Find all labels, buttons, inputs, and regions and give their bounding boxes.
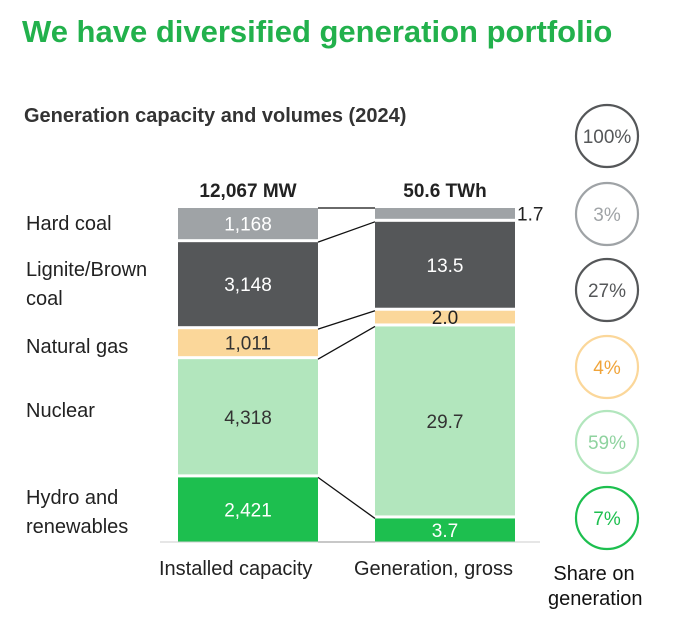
- share-label-0: 100%: [583, 127, 632, 148]
- bar-segment-hard-coal-generation: [375, 208, 515, 219]
- share-label-1: 3%: [593, 205, 621, 226]
- bar-total-generation: 50.6 TWh: [403, 181, 486, 202]
- data-label-hard-coal-generation: 1.7: [517, 204, 543, 225]
- share-label-4: 59%: [588, 433, 626, 454]
- share-label-3: 4%: [593, 358, 621, 379]
- connector-line-natural-gas: [317, 310, 376, 330]
- share-label-2: 27%: [588, 281, 626, 302]
- page-title: We have diversified generation portfolio: [22, 14, 613, 49]
- category-label-lignite: Lignite/Brown coal: [26, 259, 148, 310]
- share-circle-2: [574, 257, 640, 323]
- data-label-natural-gas-generation: 2.0: [432, 308, 458, 329]
- data-label-natural-gas-capacity: 1,011: [225, 334, 271, 355]
- share-circle-5: [574, 485, 640, 551]
- data-label-hydro-and-renewables-generation: 3.7: [432, 521, 458, 542]
- data-label-lignite-brown-coal-generation: 13.5: [427, 256, 464, 277]
- share-heading: Share on generation: [548, 563, 643, 610]
- chart-subtitle: Generation capacity and volumes (2024): [24, 103, 424, 130]
- connector-line-hydro-and-renewables: [317, 476, 376, 519]
- category-label-natural-gas: Natural gas: [26, 336, 129, 358]
- share-label-5: 7%: [593, 509, 621, 530]
- connector-line-lignite-brown-coal: [317, 221, 376, 243]
- bar-segment-nuclear-generation: [375, 326, 515, 516]
- share-circle-3: [574, 334, 640, 400]
- share-circle-0: [574, 103, 640, 169]
- data-label-hydro-and-renewables-capacity: 2,421: [224, 501, 272, 522]
- bar-segment-natural-gas-capacity: [178, 329, 318, 357]
- bar-total-capacity: 12,067 MW: [199, 181, 296, 202]
- category-label-hydro: Hydro and renewables: [26, 487, 129, 538]
- bar-segment-hydro-and-renewables-capacity: [178, 477, 318, 542]
- share-circle-1: [574, 181, 640, 247]
- bar-segment-hydro-and-renewables-generation: [375, 518, 515, 542]
- x-label-installed-capacity: Installed capacity: [159, 558, 313, 580]
- chart-subtitle-text: Generation capacity and volumes (2024): [24, 105, 407, 127]
- bar-segment-lignite-brown-coal-capacity: [178, 242, 318, 327]
- bar-segment-lignite-brown-coal-generation: [375, 221, 515, 308]
- category-label-nuclear: Nuclear: [26, 400, 95, 422]
- x-label-generation-gross: Generation, gross: [354, 558, 513, 580]
- bar-segment-hard-coal-capacity: [178, 208, 318, 240]
- data-label-hard-coal-capacity: 1,168: [224, 215, 272, 236]
- data-label-lignite-brown-coal-capacity: 3,148: [224, 275, 272, 296]
- share-circle-4: [574, 409, 640, 475]
- bar-segment-nuclear-capacity: [178, 359, 318, 475]
- bar-segment-natural-gas-generation: [375, 310, 515, 324]
- data-label-nuclear-generation: 29.7: [427, 412, 464, 433]
- data-label-nuclear-capacity: 4,318: [224, 408, 272, 429]
- connector-line-nuclear: [317, 325, 376, 360]
- category-label-hard-coal: Hard coal: [26, 213, 112, 235]
